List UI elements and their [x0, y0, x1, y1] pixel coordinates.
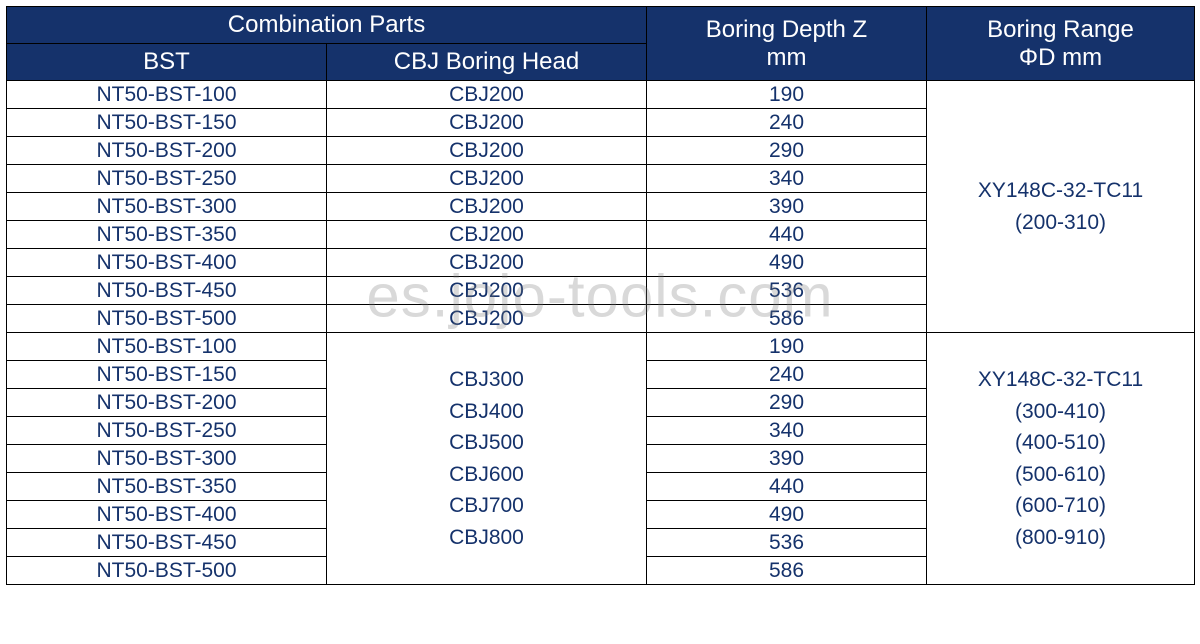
- header-boring-range-l2: ΦD mm: [1019, 44, 1102, 71]
- cell-cbj: CBJ200: [327, 165, 647, 193]
- cell-bst: NT50-BST-500: [7, 557, 327, 585]
- range-line: (200-310): [927, 207, 1194, 239]
- cell-depth: 490: [647, 249, 927, 277]
- cell-range-group2: XY148C-32-TC11 (300-410) (400-510) (500-…: [927, 333, 1195, 585]
- cbj-line: CBJ300: [327, 364, 646, 396]
- cell-depth: 536: [647, 529, 927, 557]
- cell-depth: 586: [647, 557, 927, 585]
- header-boring-range: Boring Range ΦD mm: [927, 7, 1195, 81]
- cell-depth: 390: [647, 193, 927, 221]
- header-boring-range-l1: Boring Range: [987, 16, 1134, 43]
- header-boring-depth: Boring Depth Z mm: [647, 7, 927, 81]
- cell-depth: 240: [647, 361, 927, 389]
- cell-depth: 490: [647, 501, 927, 529]
- cell-cbj: CBJ200: [327, 109, 647, 137]
- cbj-line: CBJ700: [327, 490, 646, 522]
- cell-bst: NT50-BST-100: [7, 333, 327, 361]
- cell-depth: 440: [647, 473, 927, 501]
- cell-cbj: CBJ200: [327, 249, 647, 277]
- cell-bst: NT50-BST-250: [7, 165, 327, 193]
- cell-depth: 190: [647, 333, 927, 361]
- cbj-line: CBJ400: [327, 396, 646, 428]
- range-line: (800-910): [927, 522, 1194, 554]
- cell-range-group1: XY148C-32-TC11 (200-310): [927, 81, 1195, 333]
- cbj-line: CBJ800: [327, 522, 646, 554]
- header-combination-parts: Combination Parts: [7, 7, 647, 44]
- cell-bst: NT50-BST-150: [7, 361, 327, 389]
- range-line: XY148C-32-TC11: [927, 364, 1194, 396]
- header-boring-depth-l2: mm: [767, 44, 807, 71]
- cell-bst: NT50-BST-300: [7, 445, 327, 473]
- header-boring-depth-l1: Boring Depth Z: [706, 16, 867, 43]
- cell-depth: 586: [647, 305, 927, 333]
- cell-depth: 290: [647, 389, 927, 417]
- cell-bst: NT50-BST-450: [7, 277, 327, 305]
- range-line: XY148C-32-TC11: [927, 175, 1194, 207]
- cell-depth: 536: [647, 277, 927, 305]
- cell-cbj: CBJ200: [327, 221, 647, 249]
- cell-bst: NT50-BST-300: [7, 193, 327, 221]
- cbj-line: CBJ500: [327, 427, 646, 459]
- header-cbj: CBJ Boring Head: [327, 44, 647, 81]
- cell-bst: NT50-BST-400: [7, 501, 327, 529]
- cell-cbj: CBJ200: [327, 305, 647, 333]
- cell-bst: NT50-BST-100: [7, 81, 327, 109]
- range-line: (500-610): [927, 459, 1194, 491]
- table-body: NT50-BST-100 CBJ200 190 XY148C-32-TC11 (…: [7, 81, 1195, 585]
- range-line: (300-410): [927, 396, 1194, 428]
- cell-cbj: CBJ200: [327, 193, 647, 221]
- cell-bst: NT50-BST-250: [7, 417, 327, 445]
- cell-depth: 390: [647, 445, 927, 473]
- cell-bst: NT50-BST-200: [7, 389, 327, 417]
- cbj-line: CBJ600: [327, 459, 646, 491]
- spec-table: Combination Parts Boring Depth Z mm Bori…: [6, 6, 1195, 585]
- cell-bst: NT50-BST-200: [7, 137, 327, 165]
- cell-cbj: CBJ200: [327, 277, 647, 305]
- cell-bst: NT50-BST-350: [7, 473, 327, 501]
- range-line: (600-710): [927, 490, 1194, 522]
- cell-bst: NT50-BST-400: [7, 249, 327, 277]
- cell-depth: 190: [647, 81, 927, 109]
- cell-depth: 340: [647, 165, 927, 193]
- cell-cbj-group2: CBJ300 CBJ400 CBJ500 CBJ600 CBJ700 CBJ80…: [327, 333, 647, 585]
- cell-cbj: CBJ200: [327, 137, 647, 165]
- cell-bst: NT50-BST-350: [7, 221, 327, 249]
- range-line: (400-510): [927, 427, 1194, 459]
- cell-depth: 440: [647, 221, 927, 249]
- cell-bst: NT50-BST-500: [7, 305, 327, 333]
- cell-depth: 290: [647, 137, 927, 165]
- cell-cbj: CBJ200: [327, 81, 647, 109]
- cell-depth: 340: [647, 417, 927, 445]
- table-row: NT50-BST-100 CBJ300 CBJ400 CBJ500 CBJ600…: [7, 333, 1195, 361]
- table-row: NT50-BST-100 CBJ200 190 XY148C-32-TC11 (…: [7, 81, 1195, 109]
- cell-bst: NT50-BST-150: [7, 109, 327, 137]
- header-bst: BST: [7, 44, 327, 81]
- cell-depth: 240: [647, 109, 927, 137]
- cell-bst: NT50-BST-450: [7, 529, 327, 557]
